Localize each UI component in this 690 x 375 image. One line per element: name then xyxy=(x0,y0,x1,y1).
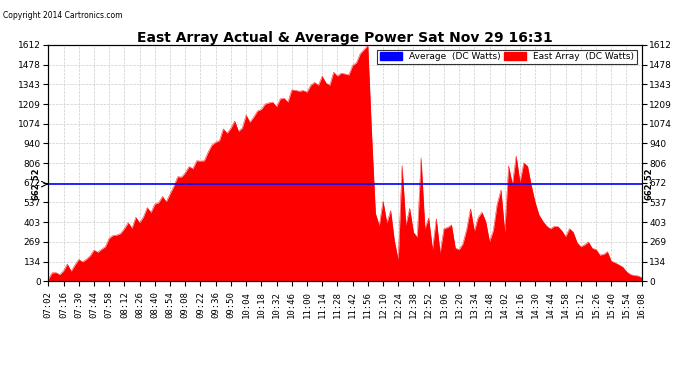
Text: Copyright 2014 Cartronics.com: Copyright 2014 Cartronics.com xyxy=(3,11,123,20)
Text: 662.52: 662.52 xyxy=(644,168,653,201)
Text: 662.52: 662.52 xyxy=(32,168,41,201)
Title: East Array Actual & Average Power Sat Nov 29 16:31: East Array Actual & Average Power Sat No… xyxy=(137,31,553,45)
Legend: Average  (DC Watts), East Array  (DC Watts): Average (DC Watts), East Array (DC Watts… xyxy=(377,50,637,64)
